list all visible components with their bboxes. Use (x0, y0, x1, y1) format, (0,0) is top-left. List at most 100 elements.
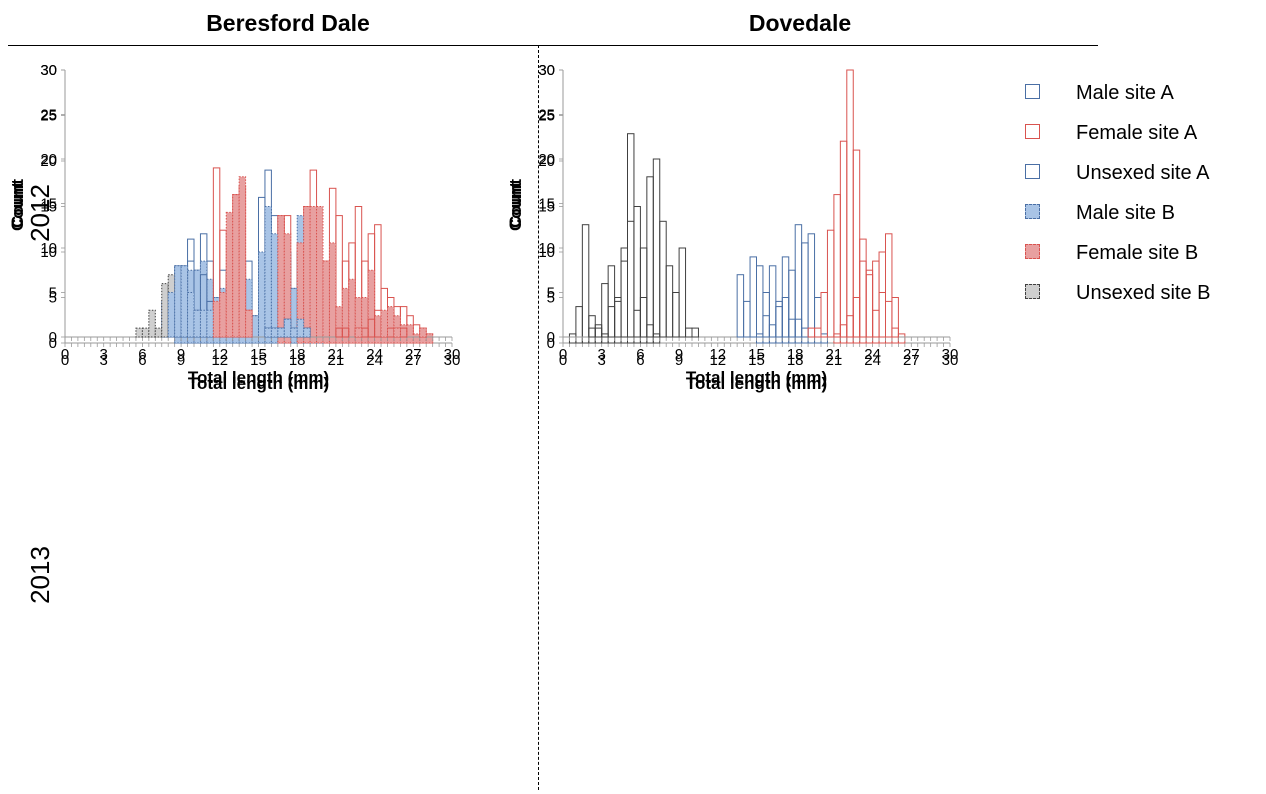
x-tick-label: 24 (366, 346, 383, 363)
x-tick-label: 30 (942, 346, 959, 363)
legend-swatch (1025, 244, 1040, 259)
histogram-bar (193, 309, 201, 338)
x-tick-label: 6 (636, 352, 644, 369)
x-tick-label: 15 (250, 346, 267, 363)
x-tick-label: 0 (61, 346, 69, 363)
histogram-bar (354, 327, 363, 338)
histogram-bar (885, 233, 893, 344)
histogram-bar (367, 269, 376, 344)
y-tick-label: 15 (40, 196, 57, 213)
histogram-bar (627, 220, 635, 338)
histogram-bar (820, 333, 828, 344)
x-tick-label: 3 (598, 346, 606, 363)
histogram-bar (296, 318, 305, 338)
histogram-bar (232, 194, 240, 338)
x-tick-label: 9 (177, 352, 185, 369)
histogram-bar (212, 300, 221, 338)
histogram-bar (141, 327, 150, 338)
histogram-bar (639, 297, 648, 344)
legend-swatch (1025, 284, 1040, 299)
histogram-bar (891, 297, 899, 344)
legend-label: Unsexed site A (1076, 162, 1210, 184)
x-tick-label: 21 (328, 346, 345, 363)
histogram-bar (775, 306, 783, 344)
legend-swatch (1025, 84, 1040, 99)
histogram-bar (897, 333, 906, 344)
y-tick-label: 25 (40, 108, 57, 125)
y-axis-title: Count (8, 179, 27, 228)
x-tick-label: 21 (328, 352, 345, 369)
histogram-bar (270, 327, 279, 338)
histogram-bar (833, 333, 841, 344)
legend-swatch (1025, 164, 1040, 179)
histogram-bar (354, 297, 363, 344)
histogram-bar (180, 265, 189, 338)
histogram-bar (380, 309, 388, 338)
histogram-bar (620, 260, 629, 344)
y-tick-label: 25 (40, 107, 57, 124)
legend-item-male-site-a: Male site A (1025, 80, 1266, 106)
y-axis-title: Count (8, 182, 27, 231)
header-divider (8, 45, 1098, 46)
x-tick-label: 18 (289, 352, 306, 369)
legend-item-unsexed-site-a: Unsexed site A (1025, 160, 1266, 186)
x-tick-label: 12 (709, 346, 726, 363)
histogram-bar (309, 206, 318, 344)
y-tick-label: 5 (547, 285, 555, 302)
y-tick-label: 5 (49, 290, 57, 307)
histogram-bar (341, 327, 350, 338)
x-tick-label: 9 (177, 346, 185, 363)
x-axis-title: Total length (mm) (188, 368, 329, 387)
histogram-bar (412, 333, 421, 344)
histogram-bar (154, 327, 163, 338)
y-tick-label: 20 (538, 153, 555, 170)
histogram-bar (852, 297, 861, 344)
x-tick-label: 0 (61, 352, 69, 369)
histogram-bar (588, 315, 596, 344)
histogram-bar (846, 315, 854, 344)
histogram-bar (148, 309, 156, 338)
histogram-bar (258, 251, 266, 344)
y-tick-label: 15 (538, 199, 555, 216)
histogram-bar (283, 233, 292, 344)
y-tick-label: 0 (547, 335, 555, 352)
x-tick-label: 9 (675, 346, 683, 363)
histogram-bar (885, 300, 893, 338)
histogram-bar (581, 224, 590, 344)
x-tick-label: 15 (748, 346, 765, 363)
x-tick-label: 21 (826, 346, 843, 363)
x-tick-label: 12 (211, 352, 228, 369)
histogram-bar (781, 297, 790, 344)
histogram-bar (361, 297, 369, 344)
x-tick-label: 30 (444, 352, 461, 369)
legend-label: Male site A (1076, 82, 1174, 104)
histogram-bar (568, 333, 577, 344)
histogram-bar (807, 233, 816, 344)
x-tick-label: 27 (405, 346, 422, 363)
histogram-bar (691, 327, 699, 338)
histogram-bar (601, 333, 609, 344)
legend-item-male-site-b: Male site B (1025, 200, 1266, 226)
histogram-bar (646, 324, 654, 344)
y-tick-label: 20 (40, 153, 57, 170)
y-tick-label: 25 (538, 107, 555, 124)
histogram-bar (328, 242, 337, 344)
histogram-bar (865, 269, 874, 344)
x-axis-title: Total length (mm) (686, 374, 827, 393)
histogram-bar (768, 324, 777, 344)
y-tick-label: 20 (40, 151, 57, 168)
histogram-bar (341, 287, 350, 344)
x-tick-label: 0 (559, 346, 567, 363)
histogram-bar (316, 206, 324, 344)
histogram-bar (633, 206, 641, 344)
histogram-bar (788, 269, 796, 344)
x-tick-label: 15 (748, 352, 765, 369)
histogram-bar (419, 327, 427, 338)
histogram-bar (174, 265, 182, 338)
histogram-bar (594, 324, 603, 344)
x-tick-label: 3 (100, 352, 108, 369)
y-tick-label: 20 (538, 151, 555, 168)
